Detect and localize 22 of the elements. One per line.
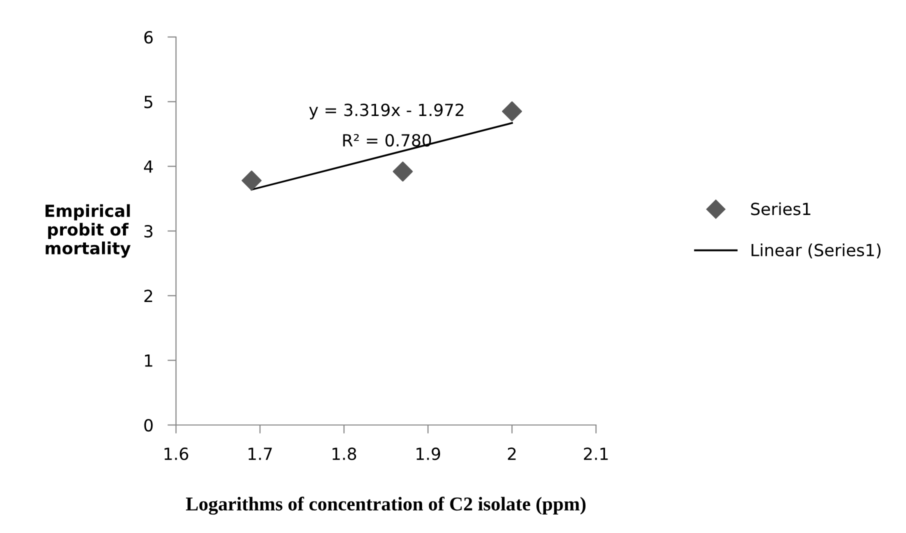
legend-label: Linear (Series1) xyxy=(752,244,881,258)
y-tick-label: 0 xyxy=(144,418,153,432)
x-axis-title: Logarithms of concentration of C2 isolate (ppm) xyxy=(186,496,586,515)
point xyxy=(242,170,262,191)
x-tick-label: 1.8 xyxy=(332,448,356,460)
x-tick-label: 1.6 xyxy=(164,448,188,460)
x-tick-label: 2 xyxy=(508,448,516,460)
point xyxy=(392,161,413,182)
y-tick-label: 1 xyxy=(145,354,152,367)
annotation: y = 3.319x - 1.972 xyxy=(309,104,464,120)
legend-label: Series1 xyxy=(751,202,810,216)
x-tick-label: 1.7 xyxy=(248,448,272,460)
y-tick-label: 6 xyxy=(144,30,153,44)
x-tick-label: 1.9 xyxy=(416,448,440,460)
y-tick-label: 4 xyxy=(144,160,153,173)
x-tick-label: 2.1 xyxy=(584,448,608,460)
y-axis-title: Empirical probit of mortality xyxy=(46,204,131,258)
y-tick-label: 5 xyxy=(144,96,152,108)
y-tick-label: 3 xyxy=(144,224,152,238)
y-tick-label: 2 xyxy=(144,290,152,302)
point xyxy=(502,101,522,122)
annotation: R² = 0.780 xyxy=(343,134,431,147)
